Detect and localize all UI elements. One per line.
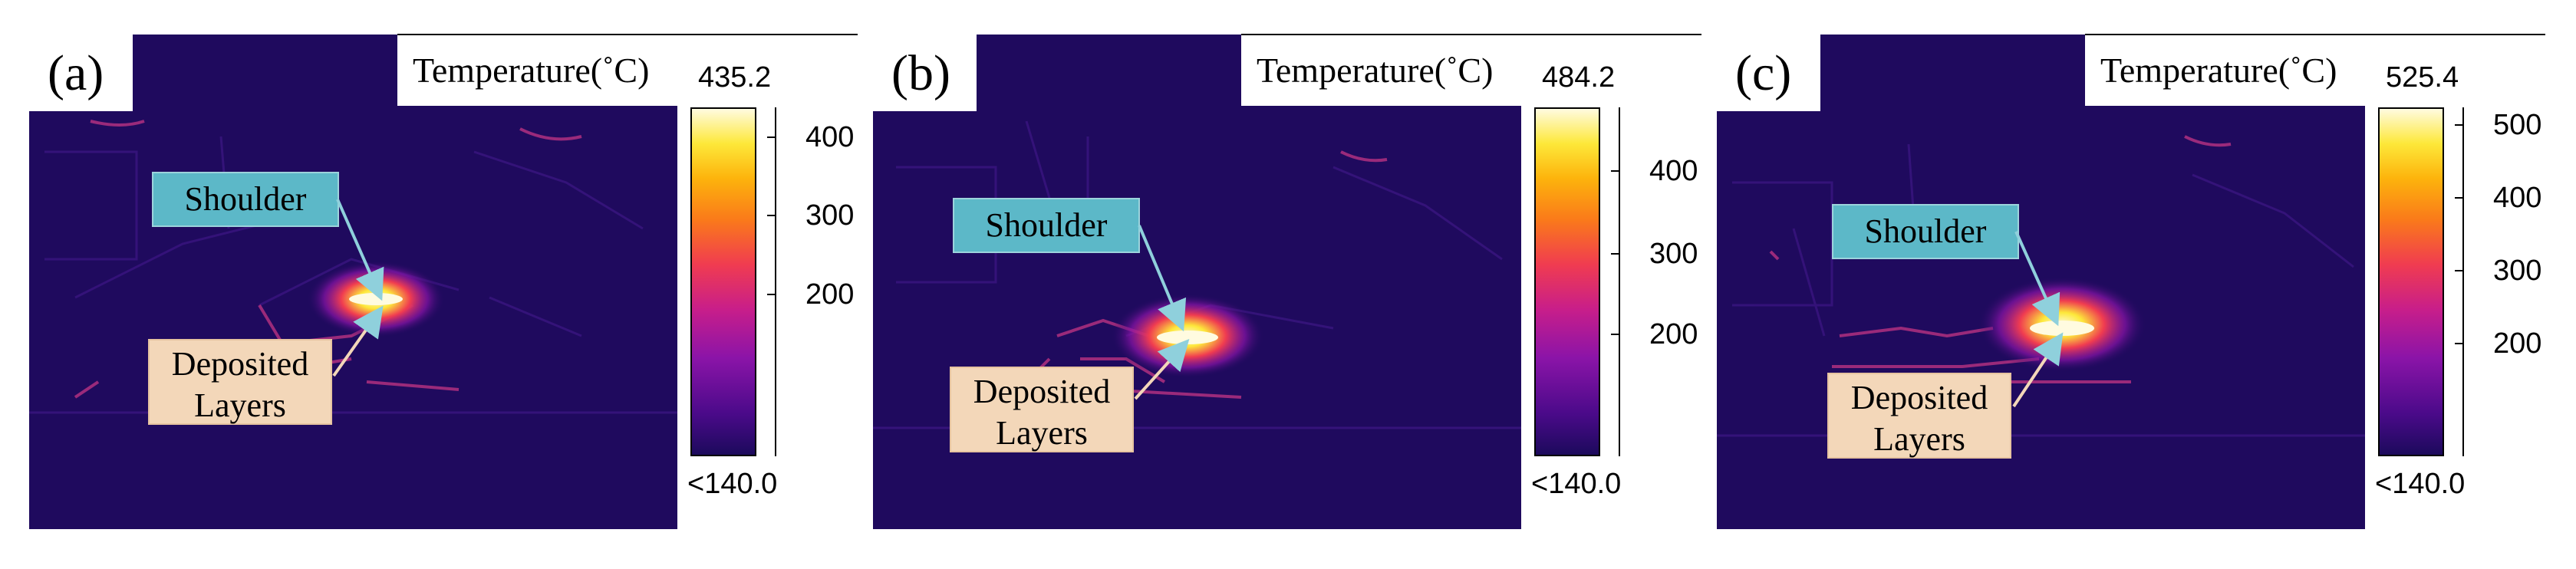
colorbar-tick-label-b: 200 — [1649, 318, 1698, 350]
top-rule-a — [397, 34, 858, 35]
panel-label-box-a: (a) — [29, 35, 133, 111]
colorbar-tick-label-a: 200 — [805, 278, 855, 311]
colorbar-tick-c — [2455, 270, 2464, 271]
top-rule-c — [2085, 34, 2545, 35]
deposited-label-line1-c: Deposited — [1850, 379, 1988, 416]
colorbar-a — [690, 107, 756, 456]
deposited-callout-a: Deposited Layers — [148, 339, 332, 425]
colorbar-b — [1534, 107, 1600, 456]
image-top-strip-a — [133, 35, 397, 106]
colorbar-tick-label-c: 400 — [2493, 182, 2542, 214]
image-top-strip-c — [1820, 35, 2085, 106]
colorbar-tick-label-c: 500 — [2493, 109, 2542, 141]
callout-arrows-b — [1134, 225, 1190, 400]
panel-a: (a) Temperature(˚C) 435.2 400 300 200 <1… — [0, 0, 858, 569]
colorbar-tick-b — [1611, 170, 1620, 172]
colorbar-axis-b — [1619, 107, 1620, 456]
deposited-label-line2-c: Layers — [1873, 420, 1965, 458]
colorbar-min-c: <140.0 — [2375, 468, 2466, 500]
image-top-strip-b — [977, 35, 1241, 106]
colorbar-tick-c — [2455, 197, 2464, 199]
deposited-arrow-a — [332, 305, 384, 377]
deposited-label-line2-b: Layers — [996, 414, 1088, 452]
callout-arrows-c — [2012, 231, 2064, 408]
callout-arrows-a — [332, 199, 384, 377]
panel-c: (c) Temperature(˚C) 525.4 500 400 300 20… — [1688, 0, 2545, 569]
colorbar-tick-label-b: 300 — [1649, 238, 1698, 270]
colorbar-tick-b — [1611, 334, 1620, 335]
colorbar-tick-label-b: 400 — [1649, 155, 1698, 187]
colorbar-axis-c — [2462, 107, 2464, 456]
panel-label-box-b: (b) — [873, 35, 977, 111]
colorbar-tick-a — [767, 294, 776, 295]
colorbar-tick-a — [767, 215, 776, 216]
colorbar-axis-a — [775, 107, 776, 456]
shoulder-arrow-a — [336, 199, 384, 301]
panel-letter-a: (a) — [48, 45, 104, 101]
colorbar-min-b: <140.0 — [1531, 468, 1622, 500]
colorbar-tick-b — [1611, 253, 1620, 255]
colorbar-tick-c — [2455, 124, 2464, 126]
deposited-label-line2-a: Layers — [194, 386, 286, 424]
colorbar-tick-label-c: 300 — [2493, 255, 2542, 287]
thermal-scene-c — [1717, 135, 2365, 437]
panel-letter-c: (c) — [1735, 45, 1792, 101]
colorbar-min-a: <140.0 — [687, 468, 778, 500]
deposited-callout-b: Deposited Layers — [950, 367, 1134, 452]
shoulder-arrow-c — [2014, 231, 2060, 327]
colorbar-c — [2378, 107, 2444, 456]
top-rule-b — [1241, 34, 1701, 35]
deposited-arrow-b — [1134, 339, 1190, 400]
colorbar-tick-label-a: 400 — [805, 121, 855, 153]
deposited-callout-c: Deposited Layers — [1827, 373, 2011, 459]
colorbar-tick-label-c: 200 — [2493, 327, 2542, 360]
shoulder-callout-c: Shoulder — [1832, 204, 2019, 259]
shoulder-callout-a: Shoulder — [152, 172, 339, 227]
deposited-label-line1-a: Deposited — [171, 345, 309, 383]
colorbar-tick-a — [767, 136, 776, 138]
colorbar-tick-c — [2455, 343, 2464, 344]
deposited-label-line1-b: Deposited — [973, 373, 1111, 410]
deposited-arrow-c — [2012, 332, 2064, 408]
colorbar-tick-label-a: 300 — [805, 199, 855, 232]
temperature-title-b: Temperature(˚C) — [1257, 51, 1494, 90]
colorbar-max-b: 484.2 — [1542, 61, 1616, 94]
temperature-title-a: Temperature(˚C) — [413, 51, 650, 90]
shoulder-callout-b: Shoulder — [953, 198, 1140, 253]
panel-label-box-c: (c) — [1717, 35, 1820, 111]
colorbar-max-c: 525.4 — [2386, 61, 2459, 94]
colorbar-max-a: 435.2 — [698, 61, 772, 94]
panel-b: (b) Temperature(˚C) 484.2 400 300 200 <1… — [844, 0, 1701, 569]
shoulder-arrow-b — [1138, 225, 1187, 332]
temperature-title-c: Temperature(˚C) — [2100, 51, 2337, 90]
panel-letter-b: (b) — [891, 45, 950, 101]
